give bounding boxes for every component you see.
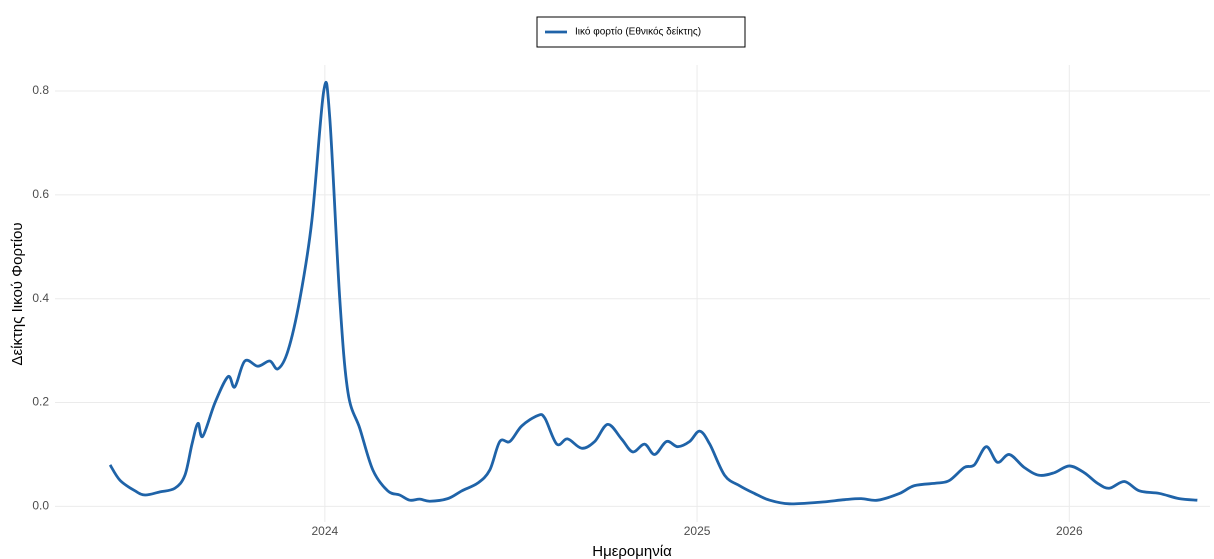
- legend-label: Ιικό φορτίο (Εθνικός δείκτης): [575, 26, 701, 38]
- y-tick-label: 0.2: [32, 395, 49, 409]
- y-axis-label: Δείκτης Ιικού Φορτίου: [9, 222, 26, 365]
- y-tick-label: 0.0: [32, 499, 49, 513]
- data-line: [108, 81, 1198, 506]
- x-tick-label: 2026: [1056, 524, 1083, 538]
- y-tick-label: 0.4: [32, 291, 49, 305]
- x-axis-label: Ημερομηνία: [592, 543, 672, 559]
- x-tick-label: 2025: [684, 524, 711, 538]
- x-tick-label: 2024: [312, 524, 339, 538]
- legend-box: [536, 16, 746, 48]
- y-tick-label: 0.6: [32, 187, 49, 201]
- y-tick-label: 0.8: [32, 83, 49, 97]
